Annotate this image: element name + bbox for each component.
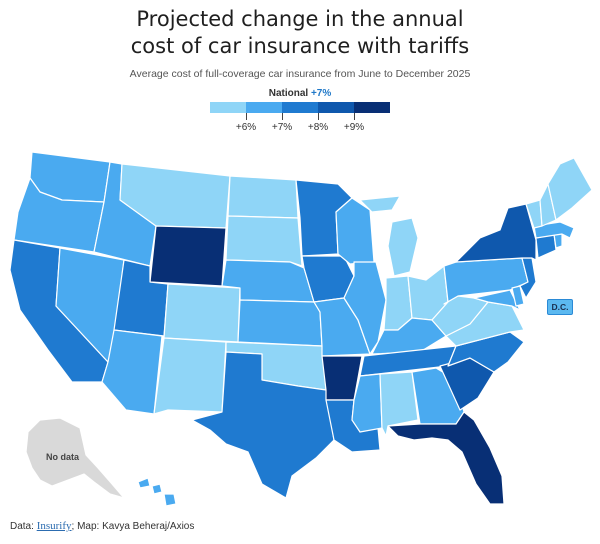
state-ND — [227, 175, 299, 219]
state-KS — [237, 299, 323, 347]
legend-swatch-3 — [318, 102, 354, 113]
national-label: National — [268, 88, 309, 99]
dc-label-box: D.C. — [547, 299, 573, 315]
legend-tick-0 — [246, 113, 247, 120]
legend-swatch-4 — [354, 102, 390, 113]
legend-ticks — [210, 113, 390, 120]
legend-tick-2 — [318, 113, 319, 120]
source-link[interactable]: Insurify — [36, 520, 72, 532]
state-HI — [137, 477, 177, 507]
legend-tick-label-2: +8% — [307, 122, 329, 133]
state-MI — [359, 195, 419, 277]
state-WY — [149, 225, 227, 287]
national-value: National +7% — [0, 88, 600, 99]
title-line-1: Projected change in the annual — [136, 7, 464, 31]
source-suffix: ; Map: Kavya Beheraj/Axios — [71, 521, 195, 532]
state-AZ — [101, 329, 163, 415]
state-NY — [455, 203, 537, 263]
legend-tick-label-0: +6% — [235, 122, 257, 133]
no-data-label: No data — [46, 452, 80, 462]
national-pct: +7% — [310, 88, 332, 99]
map-title: Projected change in the annual cost of c… — [0, 6, 600, 60]
state-DE — [511, 285, 525, 307]
legend-scale — [210, 102, 390, 113]
state-TX — [191, 351, 335, 499]
legend-swatch-2 — [282, 102, 318, 113]
state-AK — [25, 417, 125, 499]
legend-tick-1 — [282, 113, 283, 120]
us-map — [9, 151, 593, 507]
source-prefix: Data: — [10, 521, 37, 532]
legend-swatch-1 — [246, 102, 282, 113]
state-ME — [547, 157, 593, 221]
legend-tick-label-3: +9% — [343, 122, 365, 133]
state-RI — [553, 233, 563, 249]
title-line-2: cost of car insurance with tariffs — [130, 34, 470, 58]
source-credit: Data: Insurify; Map: Kavya Beheraj/Axios — [10, 520, 194, 532]
state-FL — [387, 411, 505, 505]
state-IL — [343, 261, 387, 355]
state-NM — [153, 337, 227, 415]
legend-tick-labels: +6% +7% +8% +9% — [210, 122, 390, 136]
state-MA — [533, 221, 575, 239]
legend-swatch-0 — [210, 102, 246, 113]
legend-tick-3 — [354, 113, 355, 120]
map-subtitle: Average cost of full-coverage car insura… — [129, 68, 471, 80]
state-SD — [225, 215, 303, 267]
state-WV — [431, 295, 489, 337]
state-MD — [473, 289, 521, 311]
legend-tick-label-1: +7% — [271, 122, 293, 133]
state-CO — [163, 283, 241, 343]
